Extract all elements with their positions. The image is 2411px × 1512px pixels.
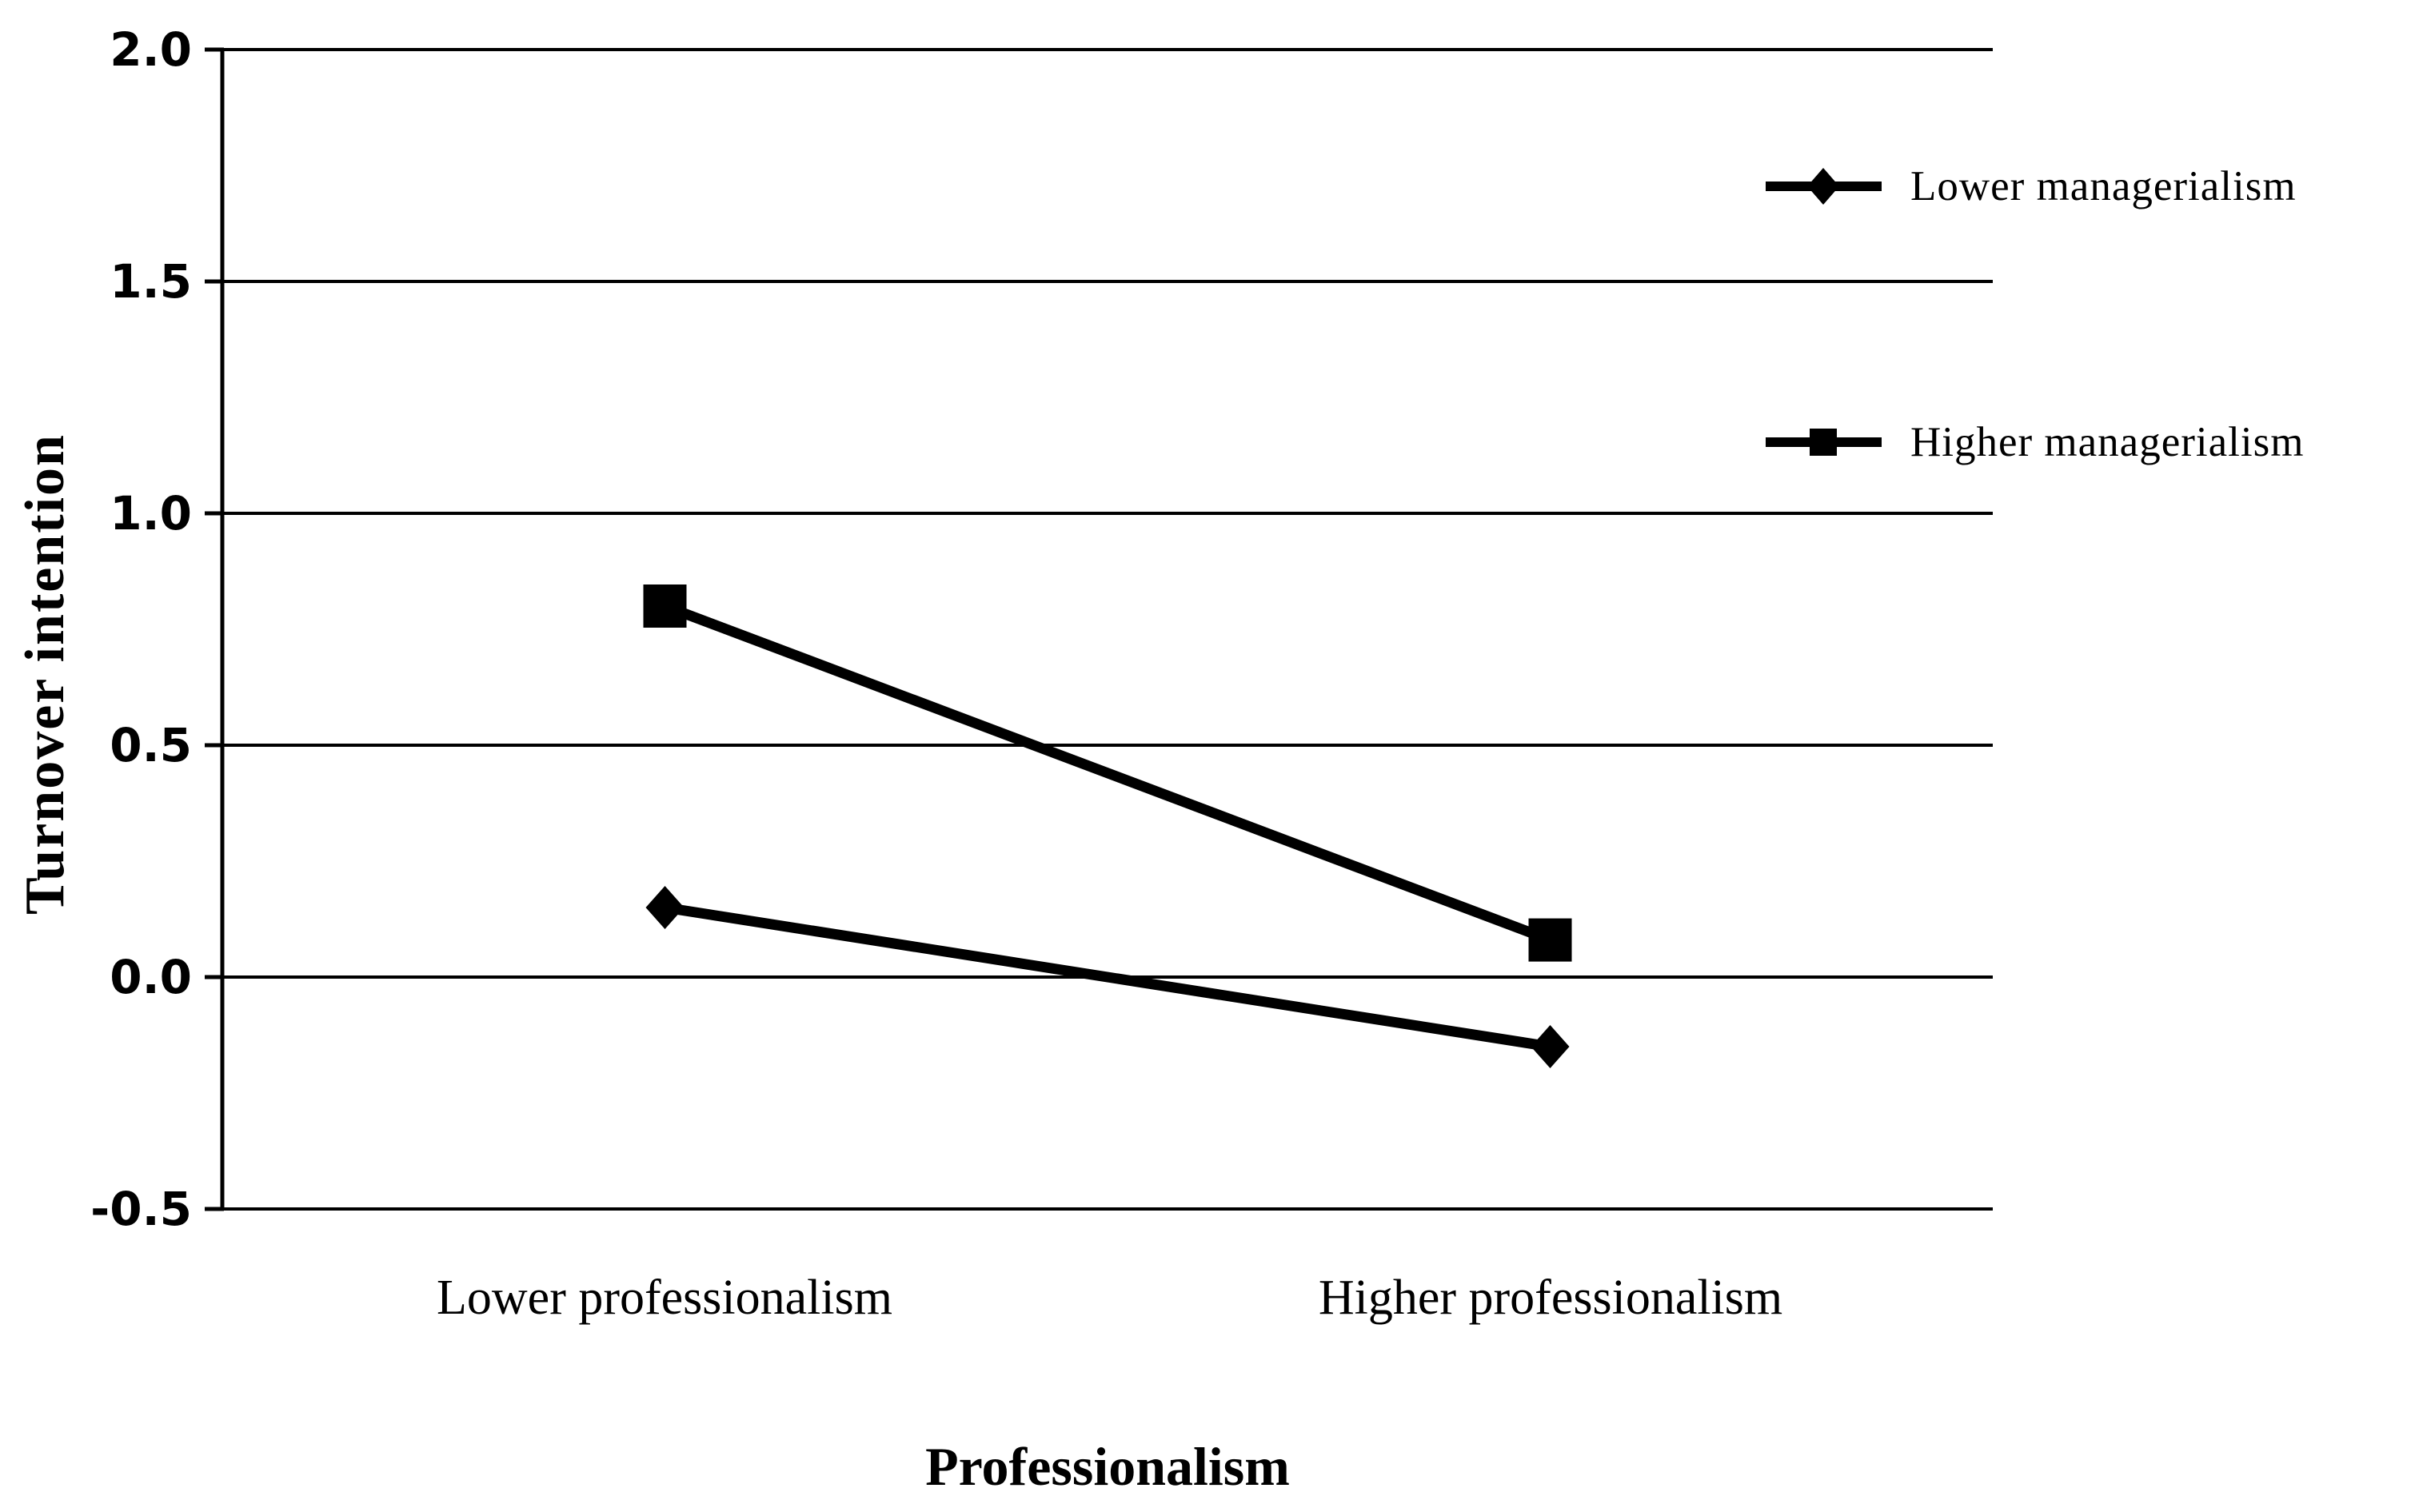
y-tick-label-2.0: 2.0: [110, 22, 192, 77]
data-point-lower-managerialism-1-diamond-marker: [1531, 1025, 1570, 1068]
y-tick-label-1.5: 1.5: [110, 254, 192, 309]
y-tick-label--0.5: -0.5: [90, 1182, 192, 1236]
data-point-higher-managerialism-0-square-marker: [643, 584, 687, 628]
legend-lower-managerialism-diamond-marker: [1807, 168, 1839, 205]
legend-label-higher-managerialism: Higher managerialism: [1910, 419, 2305, 465]
y-tick-label-0.0: 0.0: [110, 950, 192, 1004]
series-line-higher-managerialism: [663, 600, 1552, 945]
legend-higher-managerialism-square-marker: [1810, 429, 1837, 456]
legend-label-lower-managerialism: Lower managerialism: [1910, 163, 2297, 209]
x-category-label-higher-professionalism: Higher professionalism: [1318, 1271, 1783, 1325]
diamond-line-marker-icon: [1766, 168, 1882, 205]
y-tick-label-0.5: 0.5: [110, 718, 192, 772]
data-point-lower-managerialism-0-diamond-marker: [645, 886, 685, 929]
square-line-marker-icon: [1766, 429, 1882, 456]
y-tick-label-1.0: 1.0: [110, 486, 192, 541]
data-point-higher-managerialism-1-square-marker: [1528, 918, 1572, 962]
x-axis-title: Professionalism: [925, 1436, 1290, 1497]
legend-item-lower-managerialism: Lower managerialism: [1766, 161, 2297, 212]
series-line-lower-managerialism: [664, 902, 1551, 1052]
legend-item-higher-managerialism: Higher managerialism: [1766, 417, 2304, 468]
x-category-label-lower-professionalism: Lower professionalism: [437, 1271, 892, 1325]
y-axis-title: Turnover intention: [14, 433, 76, 915]
